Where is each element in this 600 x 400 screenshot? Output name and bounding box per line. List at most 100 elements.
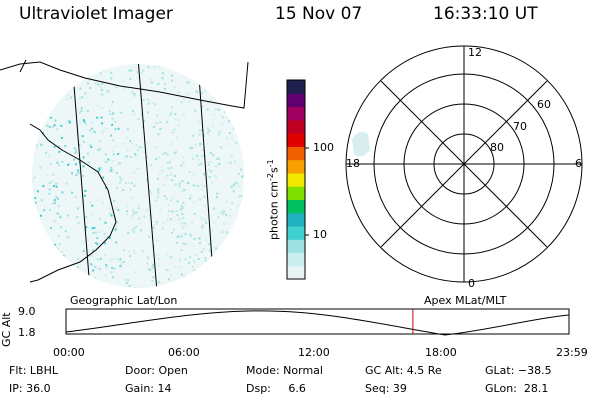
emission-speck [96,278,99,281]
colorbar-band [287,159,305,174]
emission-speck [147,65,150,68]
emission-speck [112,153,115,156]
emission-speck [67,163,70,166]
emission-speck [161,169,164,172]
emission-speck [180,222,183,225]
emission-speck [165,151,168,154]
emission-speck [108,207,111,210]
emission-speck [177,118,180,121]
emission-speck [111,123,114,126]
emission-speck [199,198,202,201]
emission-speck [157,83,160,85]
emission-speck [166,269,169,271]
emission-speck [148,189,151,192]
emission-speck [96,237,99,240]
emission-speck [36,190,39,193]
emission-speck [139,228,142,231]
emission-speck [225,213,227,216]
emission-speck [73,158,76,161]
emission-speck [192,134,195,137]
emission-speck [209,99,212,101]
emission-speck [198,129,201,132]
emission-speck [176,235,179,238]
emission-speck [157,191,160,194]
emission-speck [82,140,85,143]
colorbar-band [287,239,305,254]
emission-speck [67,94,70,97]
emission-speck [210,170,213,173]
emission-speck [203,218,206,221]
emission-speck [84,123,87,126]
emission-speck [101,82,104,85]
emission-speck [82,174,85,177]
emission-speck [155,254,158,257]
emission-speck [136,71,139,74]
emission-speck [48,154,51,157]
emission-speck [152,276,155,279]
emission-speck [201,226,204,229]
emission-speck [76,207,79,210]
emission-speck [201,129,203,132]
emission-speck [133,94,136,97]
emission-speck [116,221,119,224]
emission-speck [127,279,130,282]
emission-speck [88,201,91,204]
emission-speck [191,146,194,149]
emission-speck [170,166,173,169]
emission-speck [56,248,59,251]
emission-speck [81,240,84,243]
emission-speck [135,211,138,214]
emission-speck [103,233,106,236]
emission-speck [199,143,202,146]
emission-speck [60,251,63,254]
emission-speck [181,225,184,228]
emission-speck [186,81,189,84]
emission-speck [32,180,33,183]
emission-speck [185,223,188,226]
emission-speck [120,178,123,181]
emission-speck [79,87,82,90]
emission-speck [202,248,205,251]
emission-speck [77,267,80,270]
emission-speck [194,143,197,146]
emission-speck [205,221,208,224]
emission-speck [133,249,136,252]
emission-speck [76,266,79,269]
emission-speck [52,125,55,128]
emission-speck [129,188,132,191]
emission-speck [115,86,118,89]
emission-speck [208,129,211,132]
emission-speck [133,184,136,187]
emission-speck [150,163,153,166]
emission-speck [207,143,210,145]
emission-speck [202,149,205,152]
emission-speck [182,98,185,101]
info-glat: GLat: −38.5 [485,364,552,377]
emission-speck [64,230,67,233]
emission-speck [109,258,112,261]
emission-speck [74,195,77,198]
emission-speck [99,72,102,75]
emission-speck [158,172,161,175]
emission-speck [99,140,102,143]
emission-speck [198,133,201,136]
emission-speck [181,190,184,193]
emission-speck [174,266,177,269]
emission-speck [218,163,221,166]
emission-speck [208,175,211,178]
emission-speck [143,215,146,218]
emission-speck [60,124,63,127]
emission-speck [123,142,126,145]
emission-speck [49,208,52,211]
emission-speck [163,152,166,155]
emission-speck [114,120,117,123]
emission-speck [180,249,183,251]
emission-speck [189,233,192,236]
emission-speck [187,92,190,95]
emission-speck [58,150,61,153]
emission-speck [215,247,218,250]
emission-speck [111,112,114,115]
emission-speck [119,265,122,268]
emission-speck [139,229,142,232]
